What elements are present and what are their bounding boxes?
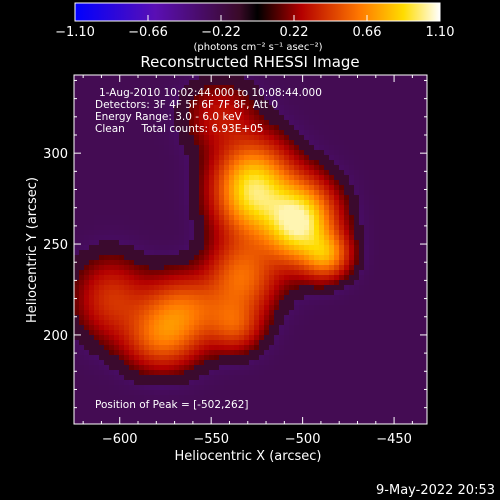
colorbar-tick-label: −0.22: [201, 25, 241, 40]
x-tick-label: −550: [193, 432, 229, 447]
colorbar-tick-label: 0.66: [353, 25, 382, 40]
info-line-time: 1-Aug-2010 10:02:44.000 to 10:08:44.000: [99, 87, 322, 99]
colorbar: [74, 2, 441, 22]
y-tick-label: 250: [43, 238, 68, 253]
colorbar-tick-label: −1.10: [55, 25, 95, 40]
footer-date: 9-May-2022 20:53: [376, 483, 495, 498]
axis-ticks: [74, 75, 427, 424]
y-tick-label: 200: [43, 329, 68, 344]
heatmap-image: [74, 75, 427, 424]
colorbar-tick-label: 1.10: [426, 25, 455, 40]
y-tick-label: 300: [43, 147, 68, 162]
x-axis-label: Heliocentric X (arcsec): [175, 449, 322, 464]
x-tick-label: −500: [285, 432, 321, 447]
chart-title: Reconstructed RHESSI Image: [140, 53, 359, 71]
axis-tick-labels: −600 −550 −500 −450 200 250 300: [43, 147, 412, 447]
colorbar-tick-label: −0.66: [128, 25, 168, 40]
peak-position-label: Position of Peak = [-502,262]: [95, 399, 249, 411]
colorbar-ticks: [74, 15, 441, 21]
y-axis-label: Heliocentric Y (arcsec): [25, 177, 40, 323]
colorbar-unit-label: (photons cm⁻² s⁻¹ asec⁻²): [193, 42, 322, 53]
info-line-energy: Energy Range: 3.0 - 6.0 keV: [95, 111, 243, 123]
colorbar-tick-label: 0.22: [280, 25, 309, 40]
info-line-counts: Clean Total counts: 6.93E+05: [95, 123, 264, 135]
info-line-detectors: Detectors: 3F 4F 5F 6F 7F 8F, Att 0: [95, 99, 278, 111]
x-tick-label: −600: [102, 432, 138, 447]
plot-frame: [73, 74, 428, 425]
x-tick-label: −450: [376, 432, 412, 447]
